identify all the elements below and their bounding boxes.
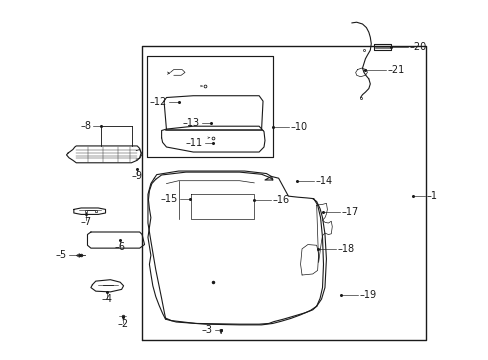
- Text: –11: –11: [185, 139, 202, 148]
- Text: –13: –13: [182, 118, 199, 128]
- Text: –20: –20: [408, 42, 426, 52]
- Text: –21: –21: [386, 64, 404, 75]
- Text: –8: –8: [80, 121, 91, 131]
- Text: –9: –9: [131, 171, 142, 181]
- Text: –4: –4: [102, 294, 112, 304]
- Text: –5: –5: [56, 249, 67, 260]
- Text: –7: –7: [81, 217, 91, 226]
- Text: –18: –18: [337, 244, 354, 254]
- Text: –10: –10: [290, 122, 307, 132]
- Text: –17: –17: [340, 207, 358, 217]
- Text: –2: –2: [117, 319, 128, 329]
- Text: –1: –1: [426, 191, 436, 201]
- Text: –3: –3: [202, 325, 212, 335]
- Text: –12: –12: [149, 97, 166, 107]
- Text: –19: –19: [358, 291, 375, 301]
- Text: –16: –16: [272, 195, 289, 205]
- Text: –15: –15: [161, 194, 178, 204]
- Text: –14: –14: [315, 176, 332, 186]
- Text: –6: –6: [114, 242, 125, 252]
